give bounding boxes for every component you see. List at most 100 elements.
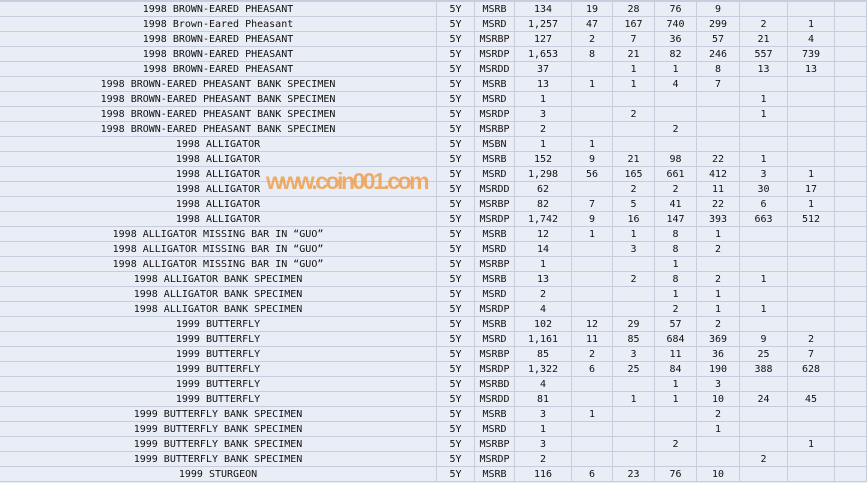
cell-c6[interactable] xyxy=(788,407,835,422)
cell-grade[interactable]: 5Y xyxy=(437,47,475,62)
cell-c1[interactable]: 6 xyxy=(572,362,613,377)
cell-name[interactable]: 1999 BUTTERFLY xyxy=(0,347,437,362)
cell-c4[interactable]: 7 xyxy=(697,77,740,92)
cell-type[interactable]: MSRB xyxy=(475,77,515,92)
cell-c4[interactable] xyxy=(697,92,740,107)
cell-c5[interactable] xyxy=(740,122,788,137)
cell-grade[interactable]: 5Y xyxy=(437,167,475,182)
cell-grade[interactable]: 5Y xyxy=(437,332,475,347)
cell-c5[interactable] xyxy=(740,2,788,17)
cell-c3[interactable]: 4 xyxy=(655,77,697,92)
cell-name[interactable]: 1998 ALLIGATOR MISSING BAR IN “GUO” xyxy=(0,227,437,242)
cell-total[interactable]: 13 xyxy=(515,272,572,287)
cell-c2[interactable]: 3 xyxy=(613,242,655,257)
cell-c5[interactable]: 2 xyxy=(740,452,788,467)
cell-c4[interactable]: 1 xyxy=(697,227,740,242)
cell-name[interactable]: 1999 BUTTERFLY xyxy=(0,332,437,347)
cell-type[interactable]: MSRB xyxy=(475,407,515,422)
cell-type[interactable]: MSRDP xyxy=(475,302,515,317)
cell-type[interactable]: MSRBP xyxy=(475,32,515,47)
cell-total[interactable]: 62 xyxy=(515,182,572,197)
cell-c6[interactable]: 4 xyxy=(788,32,835,47)
cell-name[interactable]: 1998 BROWN-EARED PHEASANT BANK SPECIMEN xyxy=(0,77,437,92)
cell-c1[interactable] xyxy=(572,452,613,467)
cell-c3[interactable] xyxy=(655,407,697,422)
cell-total[interactable]: 4 xyxy=(515,377,572,392)
cell-type[interactable]: MSRBP xyxy=(475,197,515,212)
cell-c1[interactable]: 56 xyxy=(572,167,613,182)
cell-c6[interactable] xyxy=(788,377,835,392)
cell-c6[interactable] xyxy=(788,287,835,302)
cell-extra[interactable] xyxy=(835,47,867,62)
cell-c5[interactable] xyxy=(740,257,788,272)
cell-c6[interactable]: 1 xyxy=(788,17,835,32)
cell-c5[interactable]: 25 xyxy=(740,347,788,362)
cell-grade[interactable]: 5Y xyxy=(437,137,475,152)
cell-total[interactable]: 2 xyxy=(515,122,572,137)
cell-total[interactable]: 13 xyxy=(515,77,572,92)
cell-c4[interactable] xyxy=(697,437,740,452)
cell-c6[interactable] xyxy=(788,92,835,107)
cell-grade[interactable]: 5Y xyxy=(437,452,475,467)
cell-c3[interactable]: 8 xyxy=(655,272,697,287)
cell-total[interactable]: 2 xyxy=(515,287,572,302)
cell-total[interactable]: 14 xyxy=(515,242,572,257)
cell-extra[interactable] xyxy=(835,182,867,197)
cell-c2[interactable]: 1 xyxy=(613,77,655,92)
cell-c1[interactable]: 6 xyxy=(572,467,613,482)
cell-c6[interactable] xyxy=(788,137,835,152)
cell-extra[interactable] xyxy=(835,137,867,152)
cell-total[interactable]: 102 xyxy=(515,317,572,332)
cell-total[interactable]: 116 xyxy=(515,467,572,482)
cell-c2[interactable]: 23 xyxy=(613,467,655,482)
cell-extra[interactable] xyxy=(835,227,867,242)
cell-c3[interactable]: 76 xyxy=(655,2,697,17)
cell-c5[interactable]: 1 xyxy=(740,272,788,287)
cell-total[interactable]: 1 xyxy=(515,92,572,107)
cell-type[interactable]: MSRDP xyxy=(475,362,515,377)
cell-c3[interactable] xyxy=(655,92,697,107)
cell-type[interactable]: MSRB xyxy=(475,317,515,332)
cell-type[interactable]: MSRB xyxy=(475,2,515,17)
cell-grade[interactable]: 5Y xyxy=(437,107,475,122)
cell-grade[interactable]: 5Y xyxy=(437,377,475,392)
cell-c5[interactable]: 3 xyxy=(740,167,788,182)
cell-type[interactable]: MSRDD xyxy=(475,182,515,197)
cell-c4[interactable]: 1 xyxy=(697,302,740,317)
cell-name[interactable]: 1999 BUTTERFLY BANK SPECIMEN xyxy=(0,437,437,452)
cell-c3[interactable]: 2 xyxy=(655,302,697,317)
cell-extra[interactable] xyxy=(835,77,867,92)
cell-c3[interactable]: 684 xyxy=(655,332,697,347)
cell-grade[interactable]: 5Y xyxy=(437,152,475,167)
cell-c5[interactable] xyxy=(740,77,788,92)
cell-c1[interactable] xyxy=(572,287,613,302)
cell-c5[interactable] xyxy=(740,242,788,257)
cell-name[interactable]: 1998 ALLIGATOR BANK SPECIMEN xyxy=(0,272,437,287)
cell-c4[interactable]: 57 xyxy=(697,32,740,47)
cell-type[interactable]: MSRBP xyxy=(475,122,515,137)
cell-c1[interactable] xyxy=(572,182,613,197)
cell-c1[interactable] xyxy=(572,62,613,77)
cell-c6[interactable] xyxy=(788,257,835,272)
cell-c2[interactable]: 85 xyxy=(613,332,655,347)
cell-extra[interactable] xyxy=(835,62,867,77)
cell-name[interactable]: 1998 ALLIGATOR xyxy=(0,137,437,152)
cell-c4[interactable]: 10 xyxy=(697,467,740,482)
cell-type[interactable]: MSRD xyxy=(475,287,515,302)
cell-c3[interactable]: 82 xyxy=(655,47,697,62)
cell-extra[interactable] xyxy=(835,302,867,317)
cell-c6[interactable]: 13 xyxy=(788,62,835,77)
cell-extra[interactable] xyxy=(835,287,867,302)
cell-total[interactable]: 85 xyxy=(515,347,572,362)
cell-total[interactable]: 82 xyxy=(515,197,572,212)
cell-name[interactable]: 1998 ALLIGATOR xyxy=(0,167,437,182)
cell-name[interactable]: 1999 BUTTERFLY BANK SPECIMEN xyxy=(0,452,437,467)
cell-c6[interactable] xyxy=(788,107,835,122)
cell-c4[interactable]: 246 xyxy=(697,47,740,62)
cell-grade[interactable]: 5Y xyxy=(437,62,475,77)
cell-type[interactable]: MSRDP xyxy=(475,107,515,122)
cell-type[interactable]: MSRDD xyxy=(475,392,515,407)
cell-type[interactable]: MSRDP xyxy=(475,47,515,62)
cell-grade[interactable]: 5Y xyxy=(437,242,475,257)
cell-c5[interactable]: 6 xyxy=(740,197,788,212)
